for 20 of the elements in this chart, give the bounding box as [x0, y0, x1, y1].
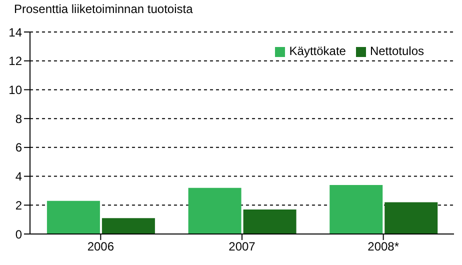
y-tick-label: 6 — [15, 140, 22, 155]
y-axis-title: Prosenttia liiketoiminnan tuotoista — [14, 2, 193, 16]
y-tick-label: 8 — [15, 112, 22, 126]
x-tick-label: 2007 — [228, 240, 256, 254]
y-tick-label: 12 — [8, 54, 22, 68]
x-tick-label: 2006 — [87, 240, 114, 254]
bar — [243, 209, 296, 234]
bar — [330, 184, 383, 234]
legend-label: Nettotulos — [370, 44, 424, 58]
legend-label: Käyttökate — [289, 44, 346, 58]
bar — [188, 188, 242, 234]
y-tick-label: 14 — [8, 25, 22, 40]
bar — [46, 200, 100, 234]
y-tick-label: 4 — [15, 170, 22, 184]
x-tick-label: 2008* — [368, 240, 400, 254]
bar — [102, 218, 155, 234]
y-tick-label: 0 — [15, 227, 22, 242]
y-tick-label: 10 — [8, 82, 22, 97]
y-tick-label: 2 — [15, 198, 22, 212]
bar — [384, 202, 438, 234]
